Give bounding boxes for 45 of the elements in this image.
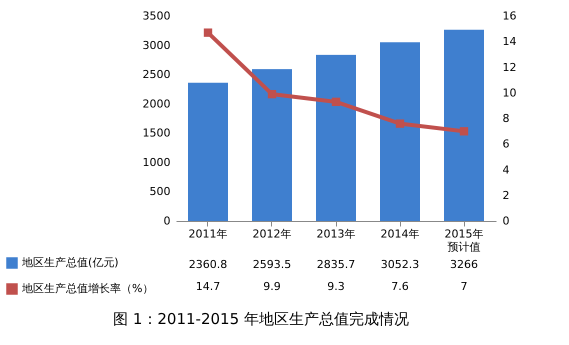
x-tick-label: 2013年 [316, 228, 356, 240]
x-tick-label: 2011年 [188, 228, 228, 240]
point [460, 127, 468, 136]
data-label: 3266 [450, 258, 478, 271]
bar [316, 54, 356, 221]
data-label: 7.6 [391, 280, 409, 293]
data-label: 9.3 [327, 280, 345, 293]
y-tick-label: 1500 [142, 126, 170, 140]
data-label: 9.9 [263, 280, 281, 293]
y2-tick-label: 4 [502, 163, 510, 176]
y2-tick-label: 2 [502, 188, 510, 202]
y2-tick-label: 10 [502, 86, 516, 100]
text: 图 1：2011-2015 年地区生产总值完成情况 [113, 310, 409, 328]
y-tick-label: 2000 [142, 97, 170, 110]
data-label: 3052.3 [380, 258, 420, 271]
data-label: 2593.5 [252, 258, 292, 271]
x-tick-label: 2012年 [252, 228, 292, 240]
y-tick-label: 0 [164, 214, 170, 228]
y-tick-label: 3500 [142, 10, 170, 22]
y2-tick-label: 14 [502, 35, 516, 48]
point [204, 28, 212, 37]
y-tick-label: 2500 [142, 68, 170, 82]
data-label: 2835.7 [316, 258, 356, 271]
y2-tick-label: 0 [502, 214, 510, 228]
bar [252, 69, 292, 221]
x-tick-label: 2014年 [380, 228, 420, 240]
y2-tick-label: 12 [502, 60, 516, 74]
data-label: 2360.8 [188, 258, 228, 271]
bar [188, 82, 228, 221]
y-tick-label: 3000 [142, 38, 170, 52]
legend-label: 地区生产总值(亿元) [21, 256, 119, 269]
y2-tick-label: 8 [502, 112, 510, 125]
legend-label: 地区生产总值增长率（%） [21, 282, 154, 295]
data-label: 7 [460, 280, 468, 293]
x-tick-label: 2015年预计值 [444, 228, 484, 254]
y-tick-label: 1000 [142, 156, 170, 169]
y2-tick-label: 16 [502, 10, 516, 22]
point [396, 119, 404, 128]
data-label: 14.7 [196, 280, 220, 293]
y-tick-label: 500 [150, 185, 170, 198]
y2-tick-label: 6 [502, 138, 510, 151]
point [268, 90, 276, 98]
bar [380, 42, 420, 221]
bar [444, 30, 484, 221]
point [332, 98, 340, 106]
